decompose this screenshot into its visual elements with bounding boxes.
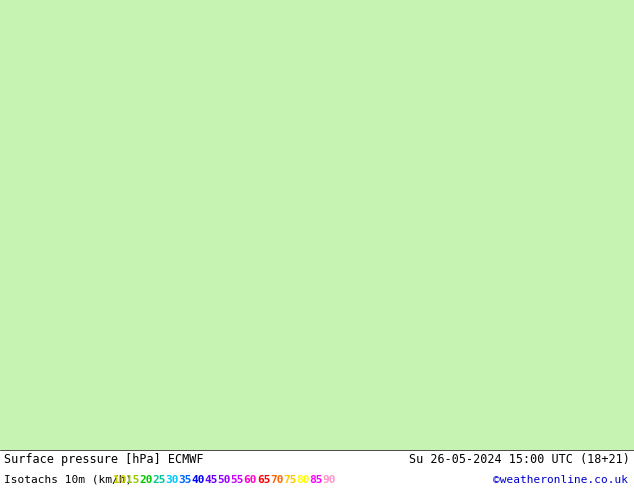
Text: 20: 20	[139, 475, 152, 485]
Text: ©weatheronline.co.uk: ©weatheronline.co.uk	[493, 475, 628, 485]
Text: 70: 70	[270, 475, 283, 485]
Text: 25: 25	[152, 475, 165, 485]
Text: Isotachs 10m (km/h): Isotachs 10m (km/h)	[4, 475, 133, 485]
Text: 45: 45	[204, 475, 218, 485]
Text: 85: 85	[309, 475, 323, 485]
Text: 50: 50	[217, 475, 231, 485]
Text: 35: 35	[178, 475, 191, 485]
Text: 90: 90	[322, 475, 336, 485]
Text: 30: 30	[165, 475, 179, 485]
Text: 75: 75	[283, 475, 297, 485]
Text: 40: 40	[191, 475, 205, 485]
Text: 55: 55	[231, 475, 244, 485]
Text: 80: 80	[296, 475, 309, 485]
Text: 10: 10	[113, 475, 126, 485]
Text: Surface pressure [hPa] ECMWF: Surface pressure [hPa] ECMWF	[4, 453, 204, 466]
Text: 60: 60	[243, 475, 257, 485]
Text: 65: 65	[257, 475, 270, 485]
Text: Su 26-05-2024 15:00 UTC (18+21): Su 26-05-2024 15:00 UTC (18+21)	[409, 453, 630, 466]
Text: 15: 15	[126, 475, 139, 485]
